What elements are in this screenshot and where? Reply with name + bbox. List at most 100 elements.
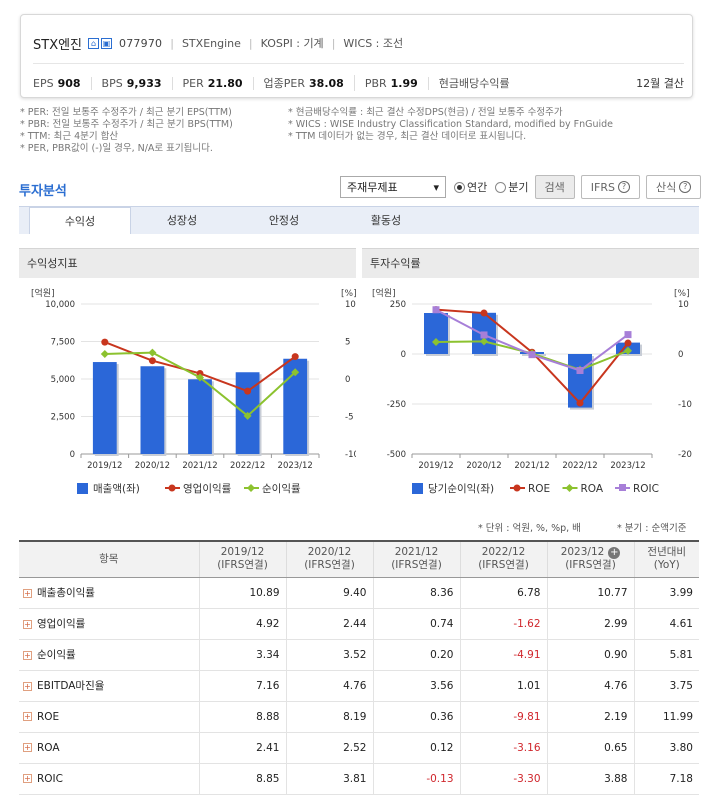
company-info-row: STX엔진 ⌂ ▣ 077970 | STXEngine | KOSPI : 기… [33, 32, 403, 54]
statement-select[interactable]: 주재무제표 ▾ [340, 176, 446, 198]
table-cell: -4.91 [459, 639, 547, 671]
table-cell: 4.76 [285, 670, 373, 702]
legend-swatch [412, 483, 423, 494]
legend-marker [168, 484, 176, 492]
y2-tick-label: -20 [678, 450, 692, 460]
table-cell: 7.18 [633, 763, 699, 795]
table-cell: 0.74 [372, 608, 460, 640]
data-point [624, 346, 632, 355]
data-point [624, 339, 632, 347]
expand-plus-icon[interactable]: + [23, 650, 32, 660]
ifrs-help-button[interactable]: IFRS? [580, 175, 640, 199]
note-ttm-fallback: * TTM 데이터가 없는 경우, 최근 결산 데이터로 표시됩니다. [288, 131, 527, 142]
tab-activity[interactable]: 활동성 [370, 214, 402, 227]
y-tick-label: -250 [387, 400, 406, 410]
table-cell: -9.81 [459, 701, 547, 733]
data-point [243, 411, 252, 420]
settlement-month: 12월 결산 [636, 77, 684, 90]
legend-label: 순이익률 [262, 483, 301, 495]
data-point [196, 373, 204, 382]
data-point [196, 369, 204, 377]
quarter-note: * 분기 : 순액기준 [617, 523, 687, 534]
table-cell: 8.36 [372, 577, 460, 609]
table-cell: 3.80 [633, 732, 699, 764]
header-divider [33, 63, 684, 64]
table-row: + ROIC 8.85 3.81 -0.13 -3.30 3.88 7.18 [19, 763, 699, 795]
note-wics: * WICS : WISE Industry Classification St… [288, 119, 614, 130]
table-cell: 3.34 [198, 639, 286, 671]
x-tick-label: 2021/12 [182, 461, 217, 471]
question-icon: ? [679, 181, 692, 193]
y-tick-label: 0 [70, 450, 75, 460]
left-axis-unit: [억원] [372, 287, 396, 299]
expand-plus-icon[interactable]: + [23, 681, 32, 691]
expand-plus-icon[interactable]: + [23, 588, 32, 598]
table-cell: 8.88 [198, 701, 286, 733]
table-cell: 3.81 [285, 763, 373, 795]
table-cell: 0.12 [372, 732, 460, 764]
x-tick-label: 2023/12 [610, 461, 645, 471]
y2-tick-label: 0 [678, 350, 683, 360]
legend-label: 당기순이익(좌) [428, 483, 494, 495]
market-sector: KOSPI : 기계 [260, 37, 324, 50]
data-point [148, 357, 156, 365]
valuation-metrics: EPS 908 BPS 9,933 PER 21.80 업종PER 38.08 PBR 1… [33, 73, 684, 93]
table-cell: 4.61 [633, 608, 699, 640]
legend-label: ROA [581, 483, 604, 495]
col-2021: 2021/12 (IFRS연결) [372, 540, 460, 578]
x-tick-label: 2022/12 [562, 461, 597, 471]
table-row: + ROE 8.88 8.19 0.36 -9.81 2.19 11.99 [19, 701, 699, 733]
legend-label: 매출액(좌) [93, 483, 140, 495]
row-label: + 매출총이익률 [19, 577, 199, 609]
company-summary-card: STX엔진 ⌂ ▣ 077970 | STXEngine | KOSPI : 기… [20, 14, 693, 98]
table-cell: -3.16 [459, 732, 547, 764]
x-tick-label: 2021/12 [514, 461, 549, 471]
expand-plus-icon[interactable]: + [608, 547, 621, 560]
expand-plus-icon[interactable]: + [23, 774, 32, 783]
tab-profitability[interactable]: 수익성 [29, 207, 131, 234]
y-tick-label: 250 [390, 300, 406, 310]
bar [568, 354, 592, 408]
row-label: + 순이익률 [19, 639, 199, 671]
table-cell: -1.62 [459, 608, 547, 640]
row-label: + EBITDA마진율 [19, 670, 199, 702]
tab-growth[interactable]: 성장성 [166, 214, 198, 227]
table-cell: 1.01 [459, 670, 547, 702]
note-pbr: * PBR: 전일 보통주 수정주가 / 최근 분기 BPS(TTM) [20, 119, 233, 130]
home-icon[interactable]: ⌂ [88, 37, 100, 49]
y-tick-label: 10,000 [45, 300, 75, 310]
quarter-radio[interactable] [495, 181, 507, 193]
expand-plus-icon[interactable]: + [23, 743, 32, 752]
table-row: + 순이익률 3.34 3.52 0.20 -4.91 0.90 5.81 [19, 639, 699, 671]
table-cell: -3.30 [459, 763, 547, 795]
data-point [291, 353, 299, 361]
table-cell: -0.13 [372, 763, 460, 795]
chevron-down-icon: ▾ [433, 180, 439, 194]
question-icon: ? [617, 181, 630, 193]
metric-eps: EPS 908 [33, 76, 92, 90]
table-row: + ROA 2.41 2.52 0.12 -3.16 0.65 3.80 [19, 732, 699, 764]
y2-tick-label: -10 [345, 450, 356, 460]
expand-plus-icon[interactable]: + [23, 619, 32, 629]
data-point [528, 351, 536, 359]
table-cell: 3.75 [633, 670, 699, 702]
data-point [100, 349, 109, 358]
y-tick-label: 0 [401, 350, 406, 360]
tab-stability[interactable]: 안정성 [268, 214, 300, 227]
x-tick-label: 2020/12 [466, 461, 501, 471]
panel-title-profitability: 수익성지표 [19, 248, 356, 278]
formula-help-button[interactable]: 산식? [645, 175, 702, 199]
table-cell: 3.56 [372, 670, 460, 702]
investment-return-chart: [억원] [%] 250 0 -250 -500 10 0 -10 -20 2019/12 2020/… [372, 287, 692, 495]
quarter-radio-label: 분기 [508, 181, 529, 194]
building-icon[interactable]: ▣ [101, 37, 113, 49]
note-per: * PER: 전일 보통주 수정주가 / 최근 분기 EPS(TTM) [20, 107, 232, 118]
annual-radio[interactable] [454, 181, 465, 193]
search-button[interactable]: 검색 [534, 175, 575, 199]
bar [424, 313, 448, 354]
search-controls: 주재무제표 ▾ 연간 분기 검색 IFRS? 산식? [340, 175, 702, 199]
expand-plus-icon[interactable]: + [23, 712, 32, 721]
y2-tick-label: 5 [345, 338, 350, 348]
note-dividend: * 현금배당수익률 : 최근 결산 수정DPS(현금) / 전일 보통주 수정주… [288, 107, 563, 118]
legend-marker [513, 484, 521, 492]
